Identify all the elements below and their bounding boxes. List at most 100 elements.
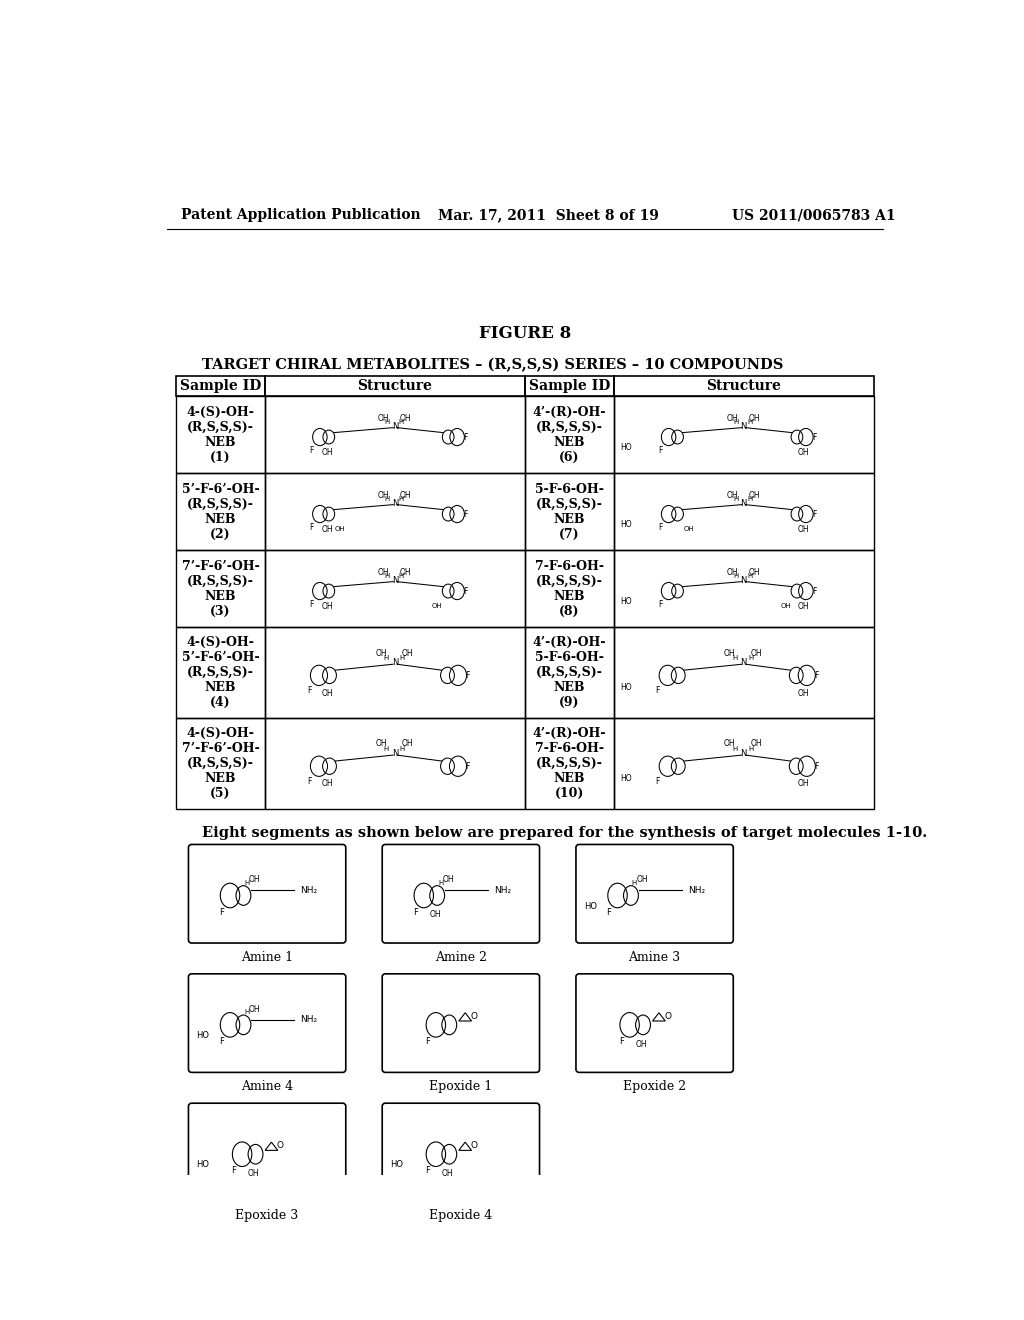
Text: OH: OH <box>401 739 414 748</box>
Text: HO: HO <box>621 520 632 529</box>
Text: Sample ID: Sample ID <box>180 379 261 393</box>
Text: Patent Application Publication: Patent Application Publication <box>180 209 420 222</box>
Text: OH: OH <box>798 524 809 533</box>
Text: N: N <box>392 499 398 508</box>
Text: HO: HO <box>621 442 632 451</box>
Bar <box>265 550 524 627</box>
Text: NH₂: NH₂ <box>300 1015 317 1024</box>
Bar <box>524 376 614 396</box>
Text: Epoxide 3: Epoxide 3 <box>236 1209 299 1222</box>
Text: OH: OH <box>798 602 809 611</box>
Bar <box>524 474 614 550</box>
Text: F: F <box>309 599 313 609</box>
Text: N: N <box>392 659 398 668</box>
Text: F: F <box>812 433 816 442</box>
Text: F: F <box>606 908 611 916</box>
Text: N: N <box>740 499 746 508</box>
Text: N: N <box>392 576 398 585</box>
Text: F: F <box>814 671 819 680</box>
Text: F: F <box>413 908 418 916</box>
Text: Amine 4: Amine 4 <box>241 1080 293 1093</box>
Text: Epoxide 1: Epoxide 1 <box>429 1080 493 1093</box>
Text: F: F <box>812 586 816 595</box>
Text: OH: OH <box>378 413 389 422</box>
Text: Amine 1: Amine 1 <box>241 950 293 964</box>
Text: OH: OH <box>442 875 455 884</box>
Text: 7-F-6-OH-
(R,S,S,S)-
NEB
(8): 7-F-6-OH- (R,S,S,S)- NEB (8) <box>535 560 604 618</box>
Text: HO: HO <box>621 682 632 692</box>
Text: OH: OH <box>399 413 412 422</box>
Text: F: F <box>812 510 816 519</box>
Text: F: F <box>658 446 663 454</box>
Text: US 2011/0065783 A1: US 2011/0065783 A1 <box>732 209 896 222</box>
Text: H: H <box>732 655 737 661</box>
Text: FIGURE 8: FIGURE 8 <box>478 326 571 342</box>
Text: H: H <box>398 573 403 579</box>
Text: H: H <box>748 418 753 425</box>
Text: H: H <box>399 746 404 751</box>
Bar <box>614 474 873 550</box>
Text: F: F <box>466 762 470 771</box>
Text: OH: OH <box>322 447 333 457</box>
Text: F: F <box>655 777 660 787</box>
Text: O: O <box>665 1012 672 1022</box>
Bar <box>265 718 524 809</box>
Text: OH: OH <box>378 568 389 577</box>
Text: F: F <box>219 1038 224 1045</box>
Bar <box>176 474 265 550</box>
Text: F: F <box>655 686 660 696</box>
Text: 7’-F-6’-OH-
(R,S,S,S)-
NEB
(3): 7’-F-6’-OH- (R,S,S,S)- NEB (3) <box>181 560 259 618</box>
Text: HO: HO <box>197 1160 209 1170</box>
Text: 4’-(R)-OH-
5-F-6-OH-
(R,S,S,S)-
NEB
(9): 4’-(R)-OH- 5-F-6-OH- (R,S,S,S)- NEB (9) <box>532 636 606 709</box>
Text: F: F <box>307 686 311 696</box>
Text: OH: OH <box>401 648 414 657</box>
Text: Mar. 17, 2011  Sheet 8 of 19: Mar. 17, 2011 Sheet 8 of 19 <box>438 209 658 222</box>
Text: OH: OH <box>248 1170 259 1177</box>
Text: TARGET CHIRAL METABOLITES – (R,S,S,S) SERIES – 10 COMPOUNDS: TARGET CHIRAL METABOLITES – (R,S,S,S) SE… <box>202 358 783 372</box>
Text: F: F <box>425 1167 430 1175</box>
Text: F: F <box>463 510 468 519</box>
Text: H: H <box>245 879 250 886</box>
Text: N: N <box>392 422 398 432</box>
Text: OH: OH <box>431 603 442 609</box>
Text: OH: OH <box>376 648 387 657</box>
Text: OH: OH <box>798 689 809 697</box>
Text: F: F <box>425 1038 430 1045</box>
Text: F: F <box>618 1038 624 1045</box>
Text: O: O <box>276 1142 284 1151</box>
Text: F: F <box>307 777 311 787</box>
Text: N: N <box>740 659 746 668</box>
Text: OH: OH <box>430 911 441 919</box>
Text: H: H <box>398 496 403 502</box>
Text: F: F <box>231 1167 237 1175</box>
Text: OH: OH <box>724 739 735 748</box>
Text: HO: HO <box>197 1031 209 1040</box>
Text: OH: OH <box>726 491 738 500</box>
Text: H: H <box>733 573 738 579</box>
Text: F: F <box>466 671 470 680</box>
Text: OH: OH <box>749 568 760 577</box>
Text: H: H <box>438 879 443 886</box>
Text: H: H <box>399 655 404 661</box>
Text: H: H <box>632 879 637 886</box>
Text: OH: OH <box>751 739 762 748</box>
Text: H: H <box>732 746 737 751</box>
Bar <box>176 627 265 718</box>
Text: Eight segments as shown below are prepared for the synthesis of target molecules: Eight segments as shown below are prepar… <box>202 826 927 840</box>
Text: OH: OH <box>637 875 648 884</box>
Bar <box>176 396 265 474</box>
Text: H: H <box>385 573 390 579</box>
Text: Structure: Structure <box>707 379 781 393</box>
Text: F: F <box>658 523 663 532</box>
Text: OH: OH <box>780 603 791 609</box>
Bar <box>524 718 614 809</box>
Text: H: H <box>733 418 738 425</box>
Bar <box>176 550 265 627</box>
Text: 4-(S)-OH-
5’-F-6’-OH-
(R,S,S,S)-
NEB
(4): 4-(S)-OH- 5’-F-6’-OH- (R,S,S,S)- NEB (4) <box>182 636 259 709</box>
Text: H: H <box>749 655 754 661</box>
Text: OH: OH <box>749 491 760 500</box>
Text: N: N <box>392 750 398 758</box>
Text: F: F <box>219 908 224 916</box>
Text: H: H <box>748 573 753 579</box>
Bar <box>524 396 614 474</box>
